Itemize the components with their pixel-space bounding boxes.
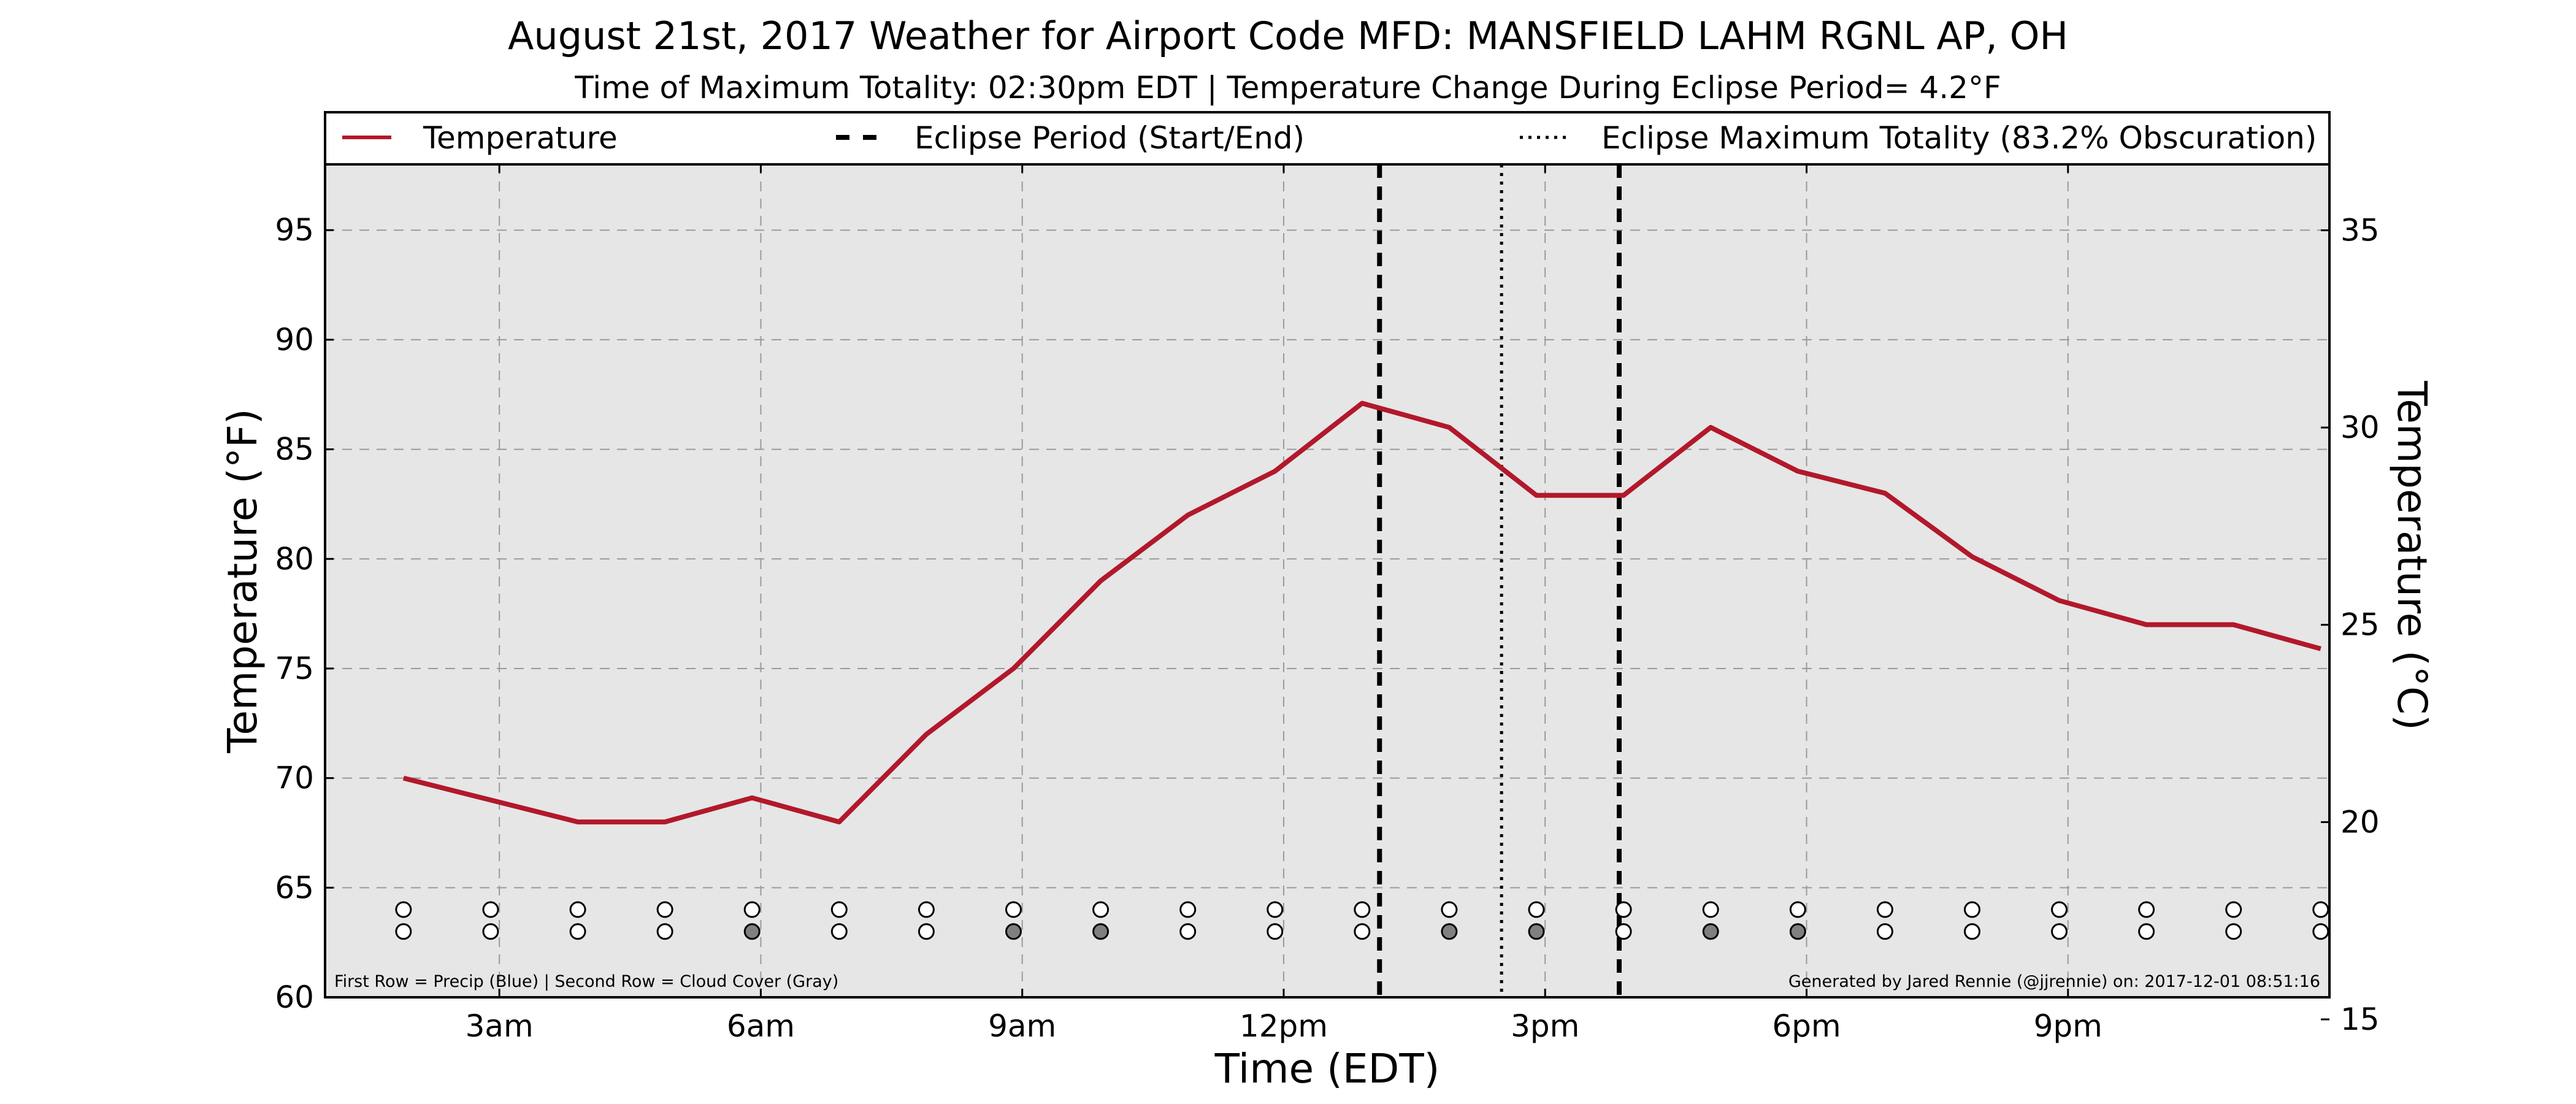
cloud-marker: [1702, 923, 1719, 940]
cloud-marker: [1789, 923, 1806, 940]
y2-tick-label: 25: [2340, 607, 2380, 643]
cloud-marker: [1354, 923, 1371, 940]
chart-title: August 21st, 2017 Weather for Airport Co…: [508, 13, 2068, 58]
y2-tick-label: 15: [2340, 1002, 2380, 1037]
footer-right-note: Generated by Jared Rennie (@jjrennie) on…: [1788, 972, 2320, 991]
y2-tick-label: 20: [2340, 804, 2380, 840]
cloud-marker: [1528, 923, 1545, 940]
precip-marker: [569, 901, 586, 918]
x-axis-title: Time (EDT): [1214, 1045, 1440, 1092]
cloud-marker: [918, 923, 935, 940]
legend-eclipse-period-label: Eclipse Period (Start/End): [914, 120, 1305, 156]
cloud-marker: [1267, 923, 1284, 940]
precip-marker: [918, 901, 935, 918]
y2-axis-title: Temperature (°C): [2388, 380, 2436, 730]
cloud-marker: [1876, 923, 1893, 940]
plot-frame: [324, 163, 2331, 999]
cloud-marker: [1441, 923, 1458, 940]
precip-marker: [656, 901, 673, 918]
y2-tick-label: 35: [2340, 212, 2380, 248]
indicator-rows: [395, 901, 2329, 940]
cloud-marker: [2051, 923, 2068, 940]
temperature-line: [402, 401, 2321, 825]
y-tick-label: 90: [275, 322, 314, 358]
cloud-marker: [830, 923, 848, 940]
precip-marker: [1789, 901, 1806, 918]
cloud-marker: [1963, 923, 1980, 940]
y-tick-label: 80: [275, 541, 314, 577]
precip-marker: [1702, 901, 1719, 918]
precip-marker: [743, 901, 761, 918]
precip-marker: [1876, 901, 1893, 918]
legend: Temperature Eclipse Period (Start/End) E…: [324, 111, 2331, 166]
x-tick-label: 6am: [727, 1008, 795, 1044]
chart-subtitle: Time of Maximum Totality: 02:30pm EDT | …: [574, 70, 2001, 105]
y-tick-label: 65: [275, 870, 314, 905]
x-tick-label: 3pm: [1511, 1008, 1579, 1044]
x-tick-label: 12pm: [1240, 1008, 1328, 1044]
footer-left-note: First Row = Precip (Blue) | Second Row =…: [334, 972, 838, 991]
x-tick-label: 3am: [466, 1008, 534, 1044]
axis-ticks: 3am 6am 9am 12pm 3pm 6pm 9pm 60 65 70 75 80 85 90 95 15…: [275, 164, 2380, 1044]
grid: [325, 164, 2329, 997]
eclipse-lines: [1377, 164, 1622, 997]
precip-marker: [830, 901, 848, 918]
y2-tick-label: 30: [2340, 410, 2380, 445]
precip-marker: [395, 901, 412, 918]
y-tick-label: 75: [275, 651, 314, 686]
cloud-marker: [656, 923, 673, 940]
precip-marker: [1092, 901, 1110, 918]
x-tick-label: 9pm: [2034, 1008, 2103, 1044]
cloud-marker: [395, 923, 412, 940]
cloud-marker: [2225, 923, 2242, 940]
precip-marker: [1963, 901, 1980, 918]
cloud-marker: [482, 923, 499, 940]
precip-marker: [1267, 901, 1284, 918]
x-tick-label: 6pm: [1772, 1008, 1841, 1044]
cloud-marker: [1005, 923, 1022, 940]
legend-eclipse-max-label: Eclipse Maximum Totality (83.2% Obscurat…: [1601, 120, 2317, 156]
y-tick-label: 95: [275, 212, 314, 248]
precip-marker: [1528, 901, 1545, 918]
precip-marker: [2051, 901, 2068, 918]
y-tick-label: 70: [275, 761, 314, 796]
cloud-marker: [743, 923, 761, 940]
precip-marker: [1615, 901, 1632, 918]
precip-marker: [2225, 901, 2242, 918]
precip-marker: [1179, 901, 1197, 918]
cloud-marker: [1179, 923, 1197, 940]
cloud-marker: [2138, 923, 2155, 940]
cloud-marker: [569, 923, 586, 940]
y-tick-label: 85: [275, 432, 314, 467]
legend-temperature-label: Temperature: [423, 120, 618, 156]
cloud-marker: [1615, 923, 1632, 940]
precip-marker: [482, 901, 499, 918]
precip-marker: [2138, 901, 2155, 918]
cloud-marker: [1092, 923, 1110, 940]
precip-marker: [1354, 901, 1371, 918]
precip-marker: [2312, 901, 2329, 918]
y-axis-title: Temperature (°F): [219, 408, 266, 754]
legend-box: [324, 111, 2331, 166]
plot-area: [325, 164, 2329, 997]
y-tick-label: 60: [275, 979, 314, 1015]
precip-marker: [1005, 901, 1022, 918]
precip-marker: [1441, 901, 1458, 918]
x-tick-label: 9am: [988, 1008, 1056, 1044]
cloud-marker: [2312, 923, 2329, 940]
